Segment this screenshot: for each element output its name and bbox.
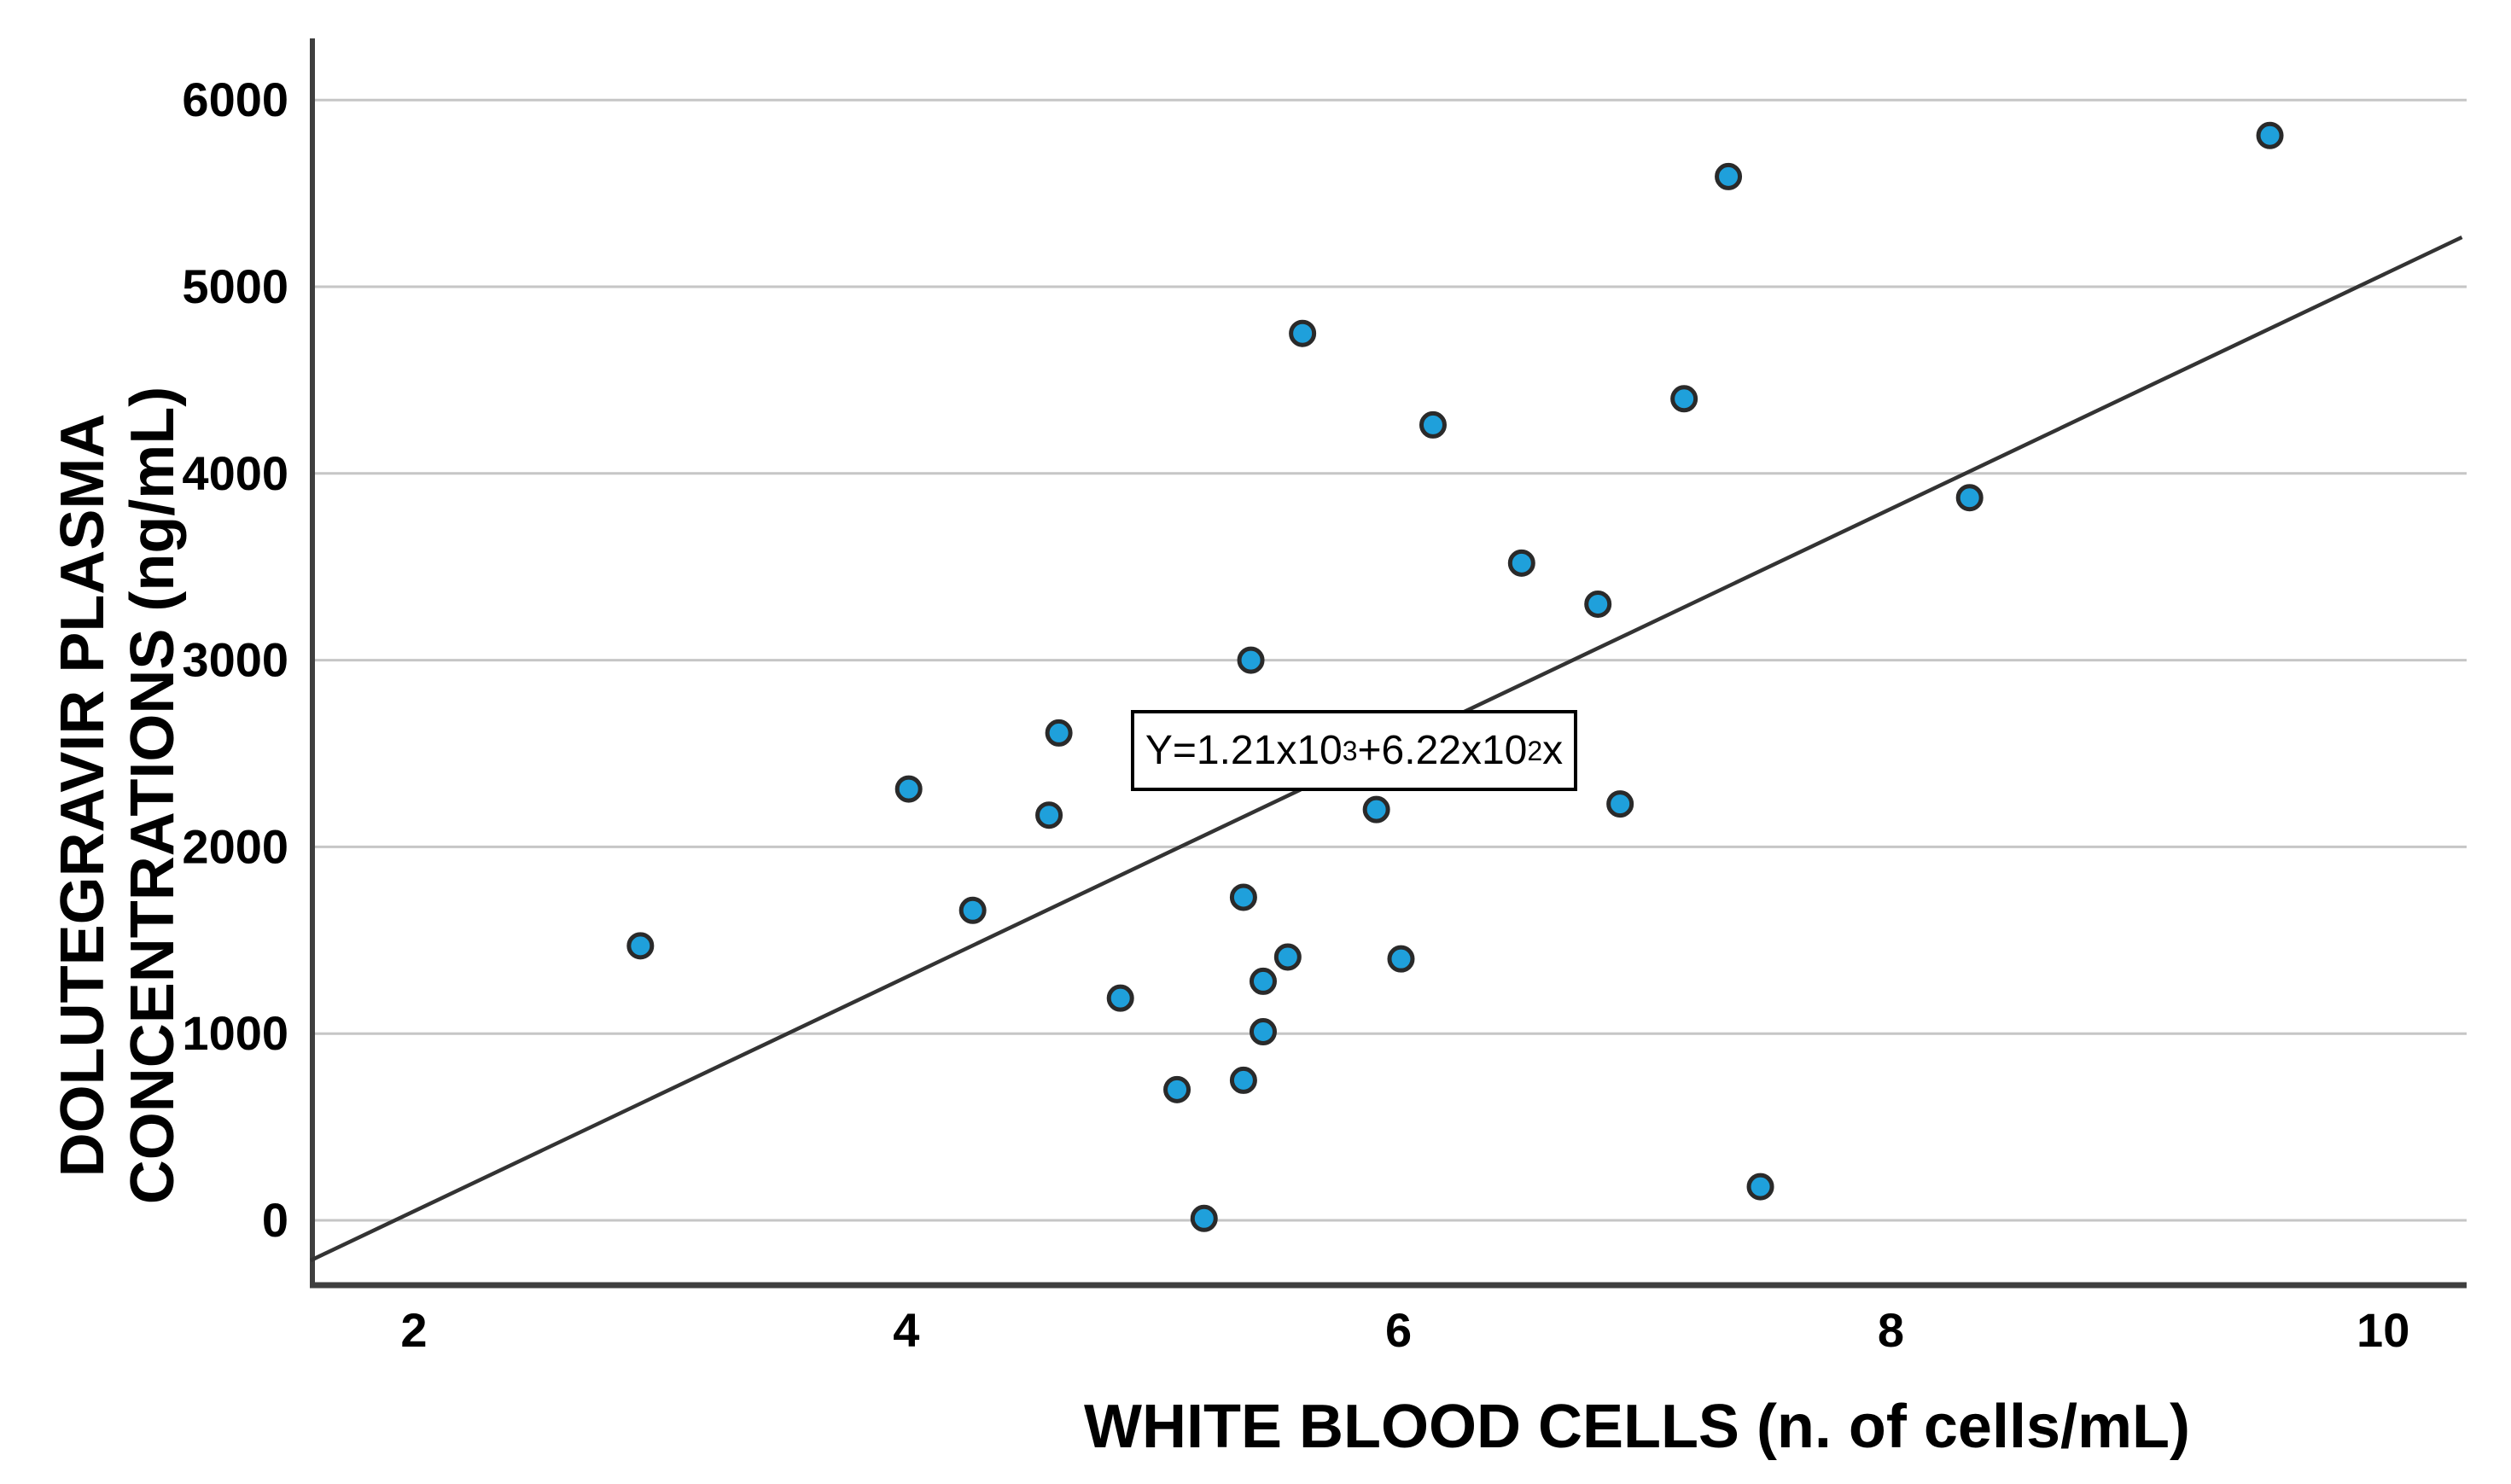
data-point bbox=[1387, 945, 1415, 973]
y-tick-label: 4000 bbox=[182, 446, 288, 500]
gridlines bbox=[312, 98, 2467, 1222]
x-tick-label: 2 bbox=[400, 1303, 427, 1357]
x-tick-label: 4 bbox=[893, 1303, 919, 1357]
x-tick-label: 8 bbox=[1878, 1303, 1904, 1357]
data-point bbox=[1507, 549, 1535, 577]
y-tick-label: 3000 bbox=[182, 633, 288, 687]
equation-segment: +6.22x10 bbox=[1357, 728, 1528, 773]
regression-equation-box: Y=1.21x10 3 +6.22x10 2 x bbox=[1131, 710, 1577, 791]
axes-spines bbox=[310, 38, 2467, 1289]
data-point bbox=[1670, 385, 1698, 413]
data-point bbox=[1249, 967, 1277, 995]
y-axis-title: DOLUTEGRAVIR PLASMA CONCENTRATIONS (ng/m… bbox=[48, 387, 188, 1205]
data-point bbox=[1229, 1066, 1257, 1094]
data-point bbox=[1606, 790, 1634, 818]
y-tick-label: 5000 bbox=[182, 259, 288, 313]
y-tick-label: 0 bbox=[262, 1193, 288, 1247]
y-axis-title-line1: DOLUTEGRAVIR PLASMA bbox=[48, 413, 117, 1178]
data-point bbox=[1035, 801, 1063, 829]
x-tick-labels: 2 4 6 8 10 bbox=[400, 1303, 2409, 1357]
data-point bbox=[1955, 484, 1984, 512]
data-point bbox=[1715, 162, 1743, 190]
data-point bbox=[1106, 984, 1134, 1012]
data-point bbox=[1045, 719, 1073, 747]
y-tick-label: 2000 bbox=[182, 819, 288, 873]
y-tick-labels: 0 1000 2000 3000 4000 5000 6000 bbox=[182, 73, 288, 1247]
data-point bbox=[2256, 121, 2284, 149]
y-axis-title-line2: CONCENTRATIONS (ng/mL) bbox=[119, 386, 187, 1205]
data-point bbox=[894, 775, 923, 803]
data-point bbox=[1584, 590, 1612, 618]
data-point bbox=[1289, 319, 1317, 347]
equation-segment: Y=1.21x10 bbox=[1145, 728, 1343, 773]
data-point bbox=[1190, 1204, 1218, 1232]
data-point bbox=[958, 896, 987, 924]
data-point bbox=[1746, 1173, 1774, 1201]
data-point bbox=[1237, 646, 1265, 674]
y-tick-label: 1000 bbox=[182, 1006, 288, 1060]
data-point bbox=[1273, 943, 1302, 971]
y-tick-label: 6000 bbox=[182, 73, 288, 126]
data-point bbox=[626, 932, 655, 960]
equation-segment: x bbox=[1542, 728, 1564, 773]
x-tick-label: 6 bbox=[1385, 1303, 1412, 1357]
x-axis-title: WHITE BLOOD CELLS (n. of cells/mL) bbox=[1084, 1393, 2190, 1461]
data-point bbox=[1163, 1075, 1191, 1103]
data-point bbox=[1229, 883, 1257, 911]
data-point bbox=[1362, 795, 1390, 823]
data-point bbox=[1419, 410, 1447, 439]
data-point bbox=[1249, 1018, 1277, 1046]
data-points bbox=[626, 121, 2284, 1232]
x-tick-label: 10 bbox=[2357, 1303, 2409, 1357]
